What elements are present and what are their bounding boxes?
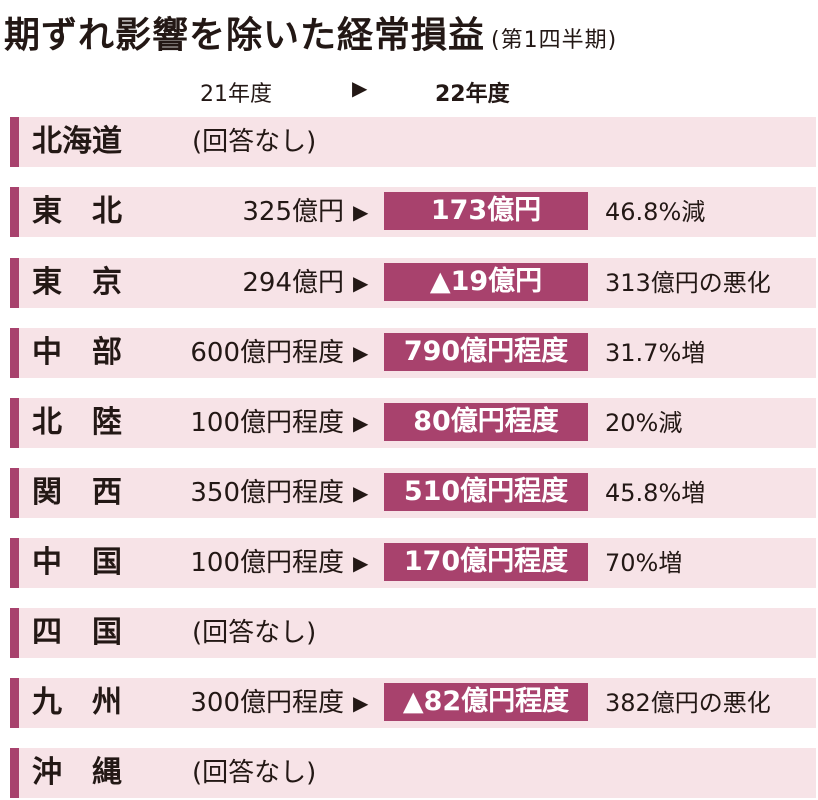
prev-year-value: 600億円程度 [190,338,344,368]
next-year-value-box: ▲82億円程度 [384,683,588,721]
region-name: 沖 縄 [32,755,122,790]
region-row-hokuriku: 北 陸 100億円程度 ▶ 80億円程度 20%減 [10,398,816,448]
row-accent-bar [10,328,19,378]
region-name: 中 国 [32,545,122,580]
no-answer-text: (回答なし) [192,127,317,157]
region-name: 北海道 [32,124,122,159]
arrow-icon: ▶ [353,411,369,435]
region-row-tokyo: 東 京 294億円 ▶ ▲19億円 313億円の悪化 [10,258,816,308]
change-text: 45.8%増 [605,479,706,507]
row-accent-bar [10,117,19,167]
region-name: 東 北 [32,194,122,229]
change-text: 20%減 [605,409,683,437]
row-accent-bar [10,187,19,237]
region-name: 東 京 [32,265,122,300]
change-text: 313億円の悪化 [605,269,771,297]
page-title: 期ずれ影響を除いた経常損益 (第1四半期) [4,6,617,58]
next-year-value-box: ▲19億円 [384,263,588,301]
prev-year-value: 325億円 [242,197,344,227]
prev-year-value: 100億円程度 [190,408,344,438]
next-year-value-box: 510億円程度 [384,473,588,511]
next-year-value-box: 80億円程度 [384,403,588,441]
region-name: 四 国 [32,615,122,650]
region-row-chubu: 中 部 600億円程度 ▶ 790億円程度 31.7%増 [10,328,816,378]
region-row-kansai: 関 西 350億円程度 ▶ 510億円程度 45.8%増 [10,468,816,518]
region-row-hokkaido: 北海道 (回答なし) [10,117,816,167]
arrow-icon: ▶ [353,271,369,295]
change-text: 382億円の悪化 [605,689,771,717]
arrow-icon: ▶ [353,551,369,575]
next-year-value-box: 173億円 [384,192,588,230]
region-name: 九 州 [32,685,122,720]
title-text: 期ずれ影響を除いた経常損益 [4,15,486,56]
row-accent-bar [10,538,19,588]
no-answer-text: (回答なし) [192,618,317,648]
row-accent-bar [10,608,19,658]
next-year-value-box: 790億円程度 [384,333,588,371]
change-text: 70%増 [605,549,683,577]
row-accent-bar [10,398,19,448]
region-row-kyushu: 九 州 300億円程度 ▶ ▲82億円程度 382億円の悪化 [10,678,816,728]
region-row-tohoku: 東 北 325億円 ▶ 173億円 46.8%減 [10,187,816,237]
header-arrow-icon: ▶ [352,76,368,100]
region-name: 関 西 [32,475,122,510]
row-accent-bar [10,748,19,798]
row-accent-bar [10,678,19,728]
region-row-chugoku: 中 国 100億円程度 ▶ 170億円程度 70%増 [10,538,816,588]
prev-year-value: 350億円程度 [190,478,344,508]
prev-year-value: 100億円程度 [190,548,344,578]
arrow-icon: ▶ [353,200,369,224]
header-prev-year: 21年度 [200,82,272,107]
arrow-icon: ▶ [353,341,369,365]
change-text: 46.8%減 [605,198,706,226]
next-year-value-box: 170億円程度 [384,543,588,581]
title-subtitle: (第1四半期) [491,28,618,53]
row-accent-bar [10,468,19,518]
region-name: 北 陸 [32,405,122,440]
region-row-shikoku: 四 国 (回答なし) [10,608,816,658]
region-row-okinawa: 沖 縄 (回答なし) [10,748,816,798]
row-accent-bar [10,258,19,308]
no-answer-text: (回答なし) [192,758,317,788]
region-name: 中 部 [32,335,122,370]
arrow-icon: ▶ [353,481,369,505]
prev-year-value: 300億円程度 [190,688,344,718]
prev-year-value: 294億円 [242,268,344,298]
change-text: 31.7%増 [605,339,706,367]
arrow-icon: ▶ [353,691,369,715]
header-next-year: 22年度 [435,82,510,107]
